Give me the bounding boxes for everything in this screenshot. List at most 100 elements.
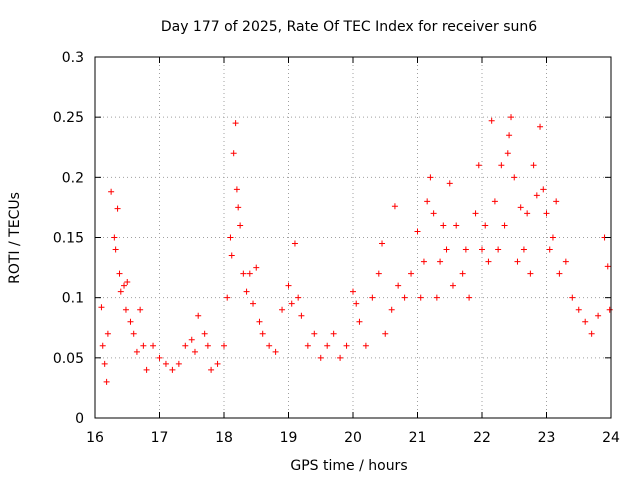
data-point [427, 174, 434, 181]
grid-layer [95, 57, 611, 418]
x-tick-label: 16 [86, 430, 104, 446]
data-point [462, 246, 469, 253]
data-point [182, 342, 189, 349]
data-point [103, 378, 110, 385]
data-point [169, 366, 176, 373]
data-point [204, 342, 211, 349]
data-point [256, 318, 263, 325]
x-tick-label: 21 [409, 430, 427, 446]
data-point [424, 198, 431, 205]
data-point [127, 318, 134, 325]
x-tick-label: 22 [473, 430, 491, 446]
data-point [549, 234, 556, 241]
data-point [440, 222, 447, 229]
x-tick-label: 24 [602, 430, 620, 446]
data-point [375, 270, 382, 277]
data-point [337, 354, 344, 361]
data-point [117, 288, 124, 295]
data-point [530, 162, 537, 169]
data-point [324, 342, 331, 349]
data-point [143, 366, 150, 373]
data-point [546, 246, 553, 253]
data-point [201, 330, 208, 337]
data-point [111, 234, 118, 241]
data-point [298, 312, 305, 319]
data-point [459, 270, 466, 277]
data-point [401, 294, 408, 301]
data-point [466, 294, 473, 301]
data-point [240, 270, 247, 277]
data-point [369, 294, 376, 301]
x-tick-label: 18 [215, 430, 233, 446]
y-tick-label: 0.2 [62, 170, 84, 186]
data-point [517, 204, 524, 211]
data-point [227, 234, 234, 241]
data-point [311, 330, 318, 337]
data-point [443, 246, 450, 253]
y-tick-label: 0.25 [53, 110, 84, 126]
data-point [279, 306, 286, 313]
data-point [417, 294, 424, 301]
data-point [508, 114, 515, 121]
data-point [114, 205, 121, 212]
data-point [588, 330, 595, 337]
y-tick-label: 0.3 [62, 50, 84, 66]
data-point [408, 270, 415, 277]
data-point [108, 188, 115, 195]
data-point [479, 246, 485, 253]
data-points [98, 114, 613, 385]
data-point [453, 222, 460, 229]
data-point [395, 282, 402, 289]
data-point [162, 360, 169, 367]
data-point [266, 342, 273, 349]
data-point [116, 270, 123, 277]
data-point [382, 330, 389, 337]
data-point [520, 246, 527, 253]
data-point [485, 258, 492, 265]
x-tick-label: 19 [280, 430, 298, 446]
y-tick-label: 0.15 [53, 231, 84, 247]
y-axis-label: ROTI / TECUs [7, 192, 23, 284]
data-point [343, 342, 350, 349]
data-point [191, 348, 198, 355]
data-point [569, 294, 576, 301]
data-point [537, 123, 544, 130]
data-point [232, 120, 239, 127]
data-point [208, 366, 215, 373]
data-point [356, 318, 363, 325]
axis-ticks: 16 17 18 19 20 21 22 23 24 0 0.05 0.1 0.15 0.2 0.25 0.3 [53, 50, 620, 446]
data-point [540, 186, 547, 193]
data-point [606, 306, 613, 313]
data-point [133, 348, 140, 355]
data-point [317, 354, 324, 361]
data-point [524, 210, 531, 217]
data-point [224, 294, 231, 301]
data-point [353, 300, 360, 307]
y-tick-label: 0 [75, 411, 84, 427]
data-point [175, 360, 182, 367]
data-point [137, 306, 144, 313]
data-point [237, 222, 244, 229]
data-point [285, 282, 292, 289]
data-point [498, 162, 505, 169]
data-point [130, 330, 137, 337]
data-point [250, 300, 257, 307]
y-tick-label: 0.05 [53, 351, 84, 367]
data-point [124, 279, 131, 286]
data-point [350, 288, 356, 295]
data-point [543, 210, 550, 217]
data-point [295, 294, 302, 301]
data-point [562, 258, 569, 265]
data-point [156, 354, 163, 361]
data-point [514, 258, 521, 265]
data-point [121, 282, 128, 289]
data-point [506, 132, 513, 139]
data-point [533, 192, 540, 199]
data-point [291, 240, 298, 247]
data-point [188, 336, 195, 343]
data-point [246, 270, 253, 277]
data-point [272, 348, 279, 355]
data-point [553, 198, 560, 205]
data-point [140, 342, 147, 349]
